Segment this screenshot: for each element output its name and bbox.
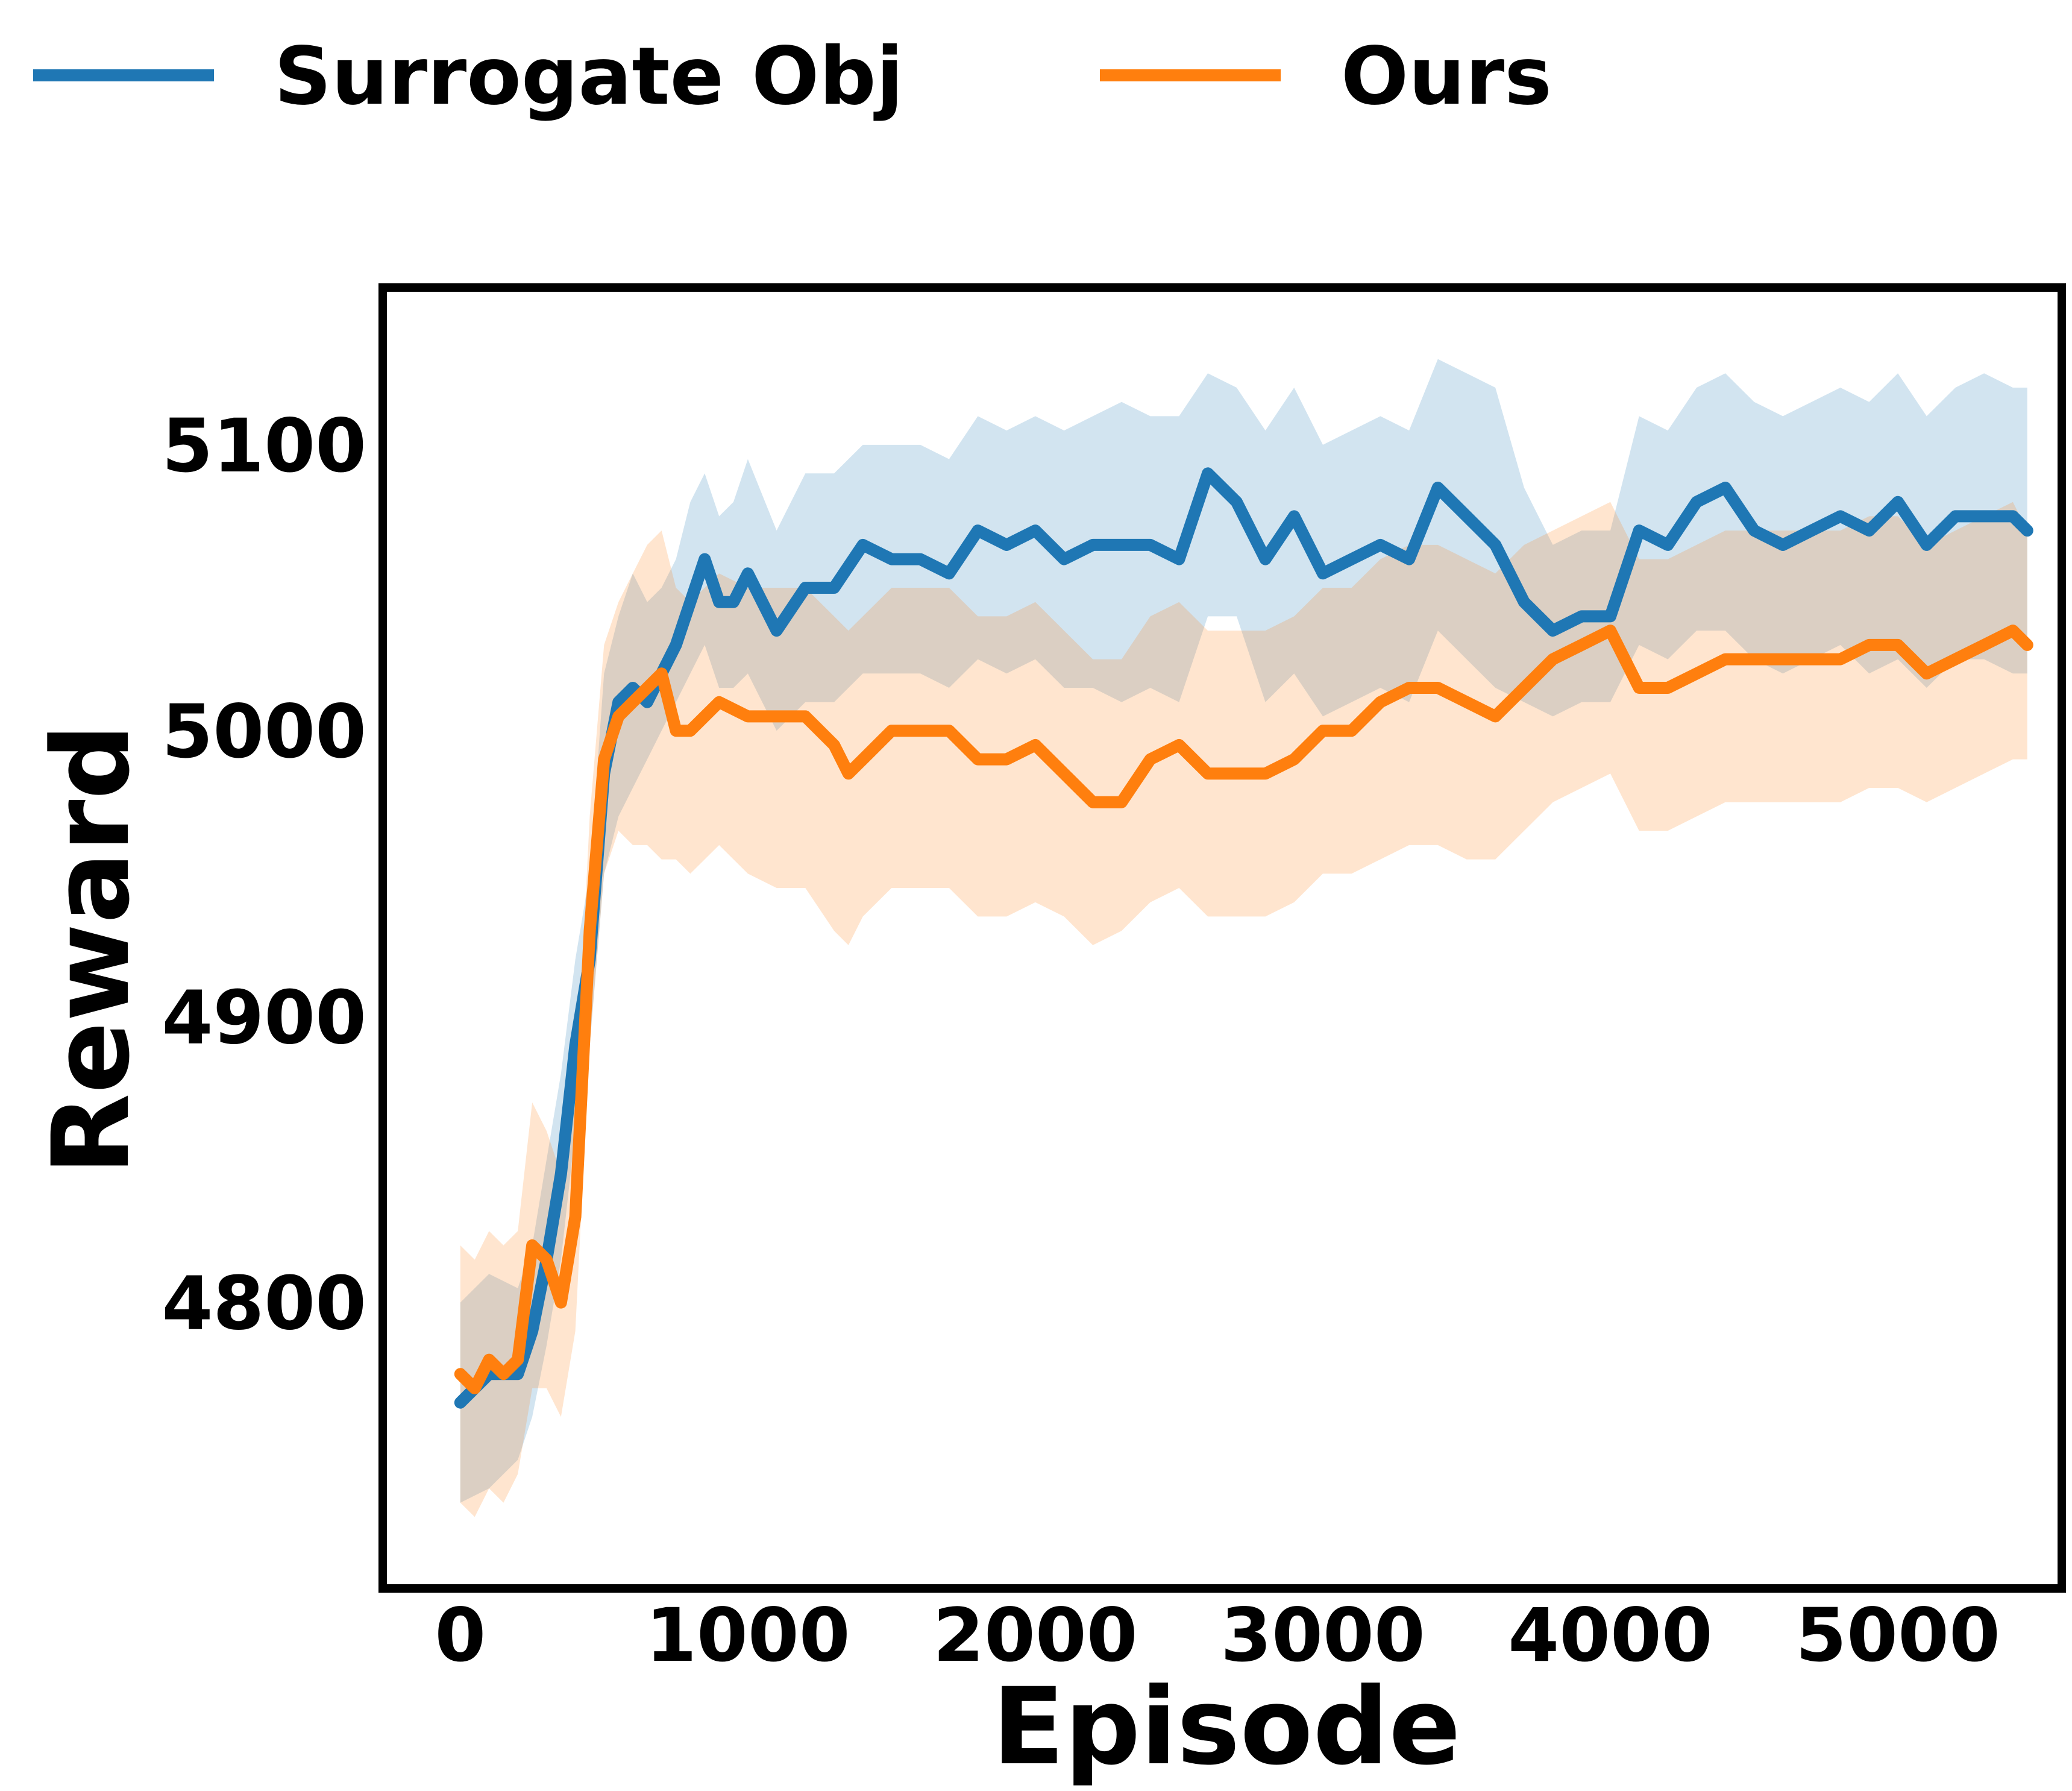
x-tick-label: 5000 xyxy=(1795,1593,2000,1678)
ours-line xyxy=(454,625,2033,1394)
surrogate-obj-band xyxy=(460,359,2027,1503)
x-tick-label: 1000 xyxy=(645,1593,850,1678)
legend-label-surrogate-obj: Surrogate Obj xyxy=(274,30,903,123)
series-lines xyxy=(454,467,2033,1409)
y-axis-ticks: 4800 4900 5000 5100 xyxy=(162,403,366,1347)
y-axis-title: Reward xyxy=(30,723,153,1175)
x-axis-title: Episode xyxy=(992,1665,1461,1789)
legend: Surrogate Obj Ours xyxy=(33,30,1552,123)
x-tick-label: 0 xyxy=(435,1593,486,1678)
y-tick-label: 4800 xyxy=(162,1261,366,1347)
x-tick-label: 2000 xyxy=(933,1593,1138,1678)
y-tick-label: 5100 xyxy=(162,403,366,489)
y-tick-label: 5000 xyxy=(162,689,366,775)
x-tick-label: 4000 xyxy=(1508,1593,1713,1678)
confidence-bands xyxy=(460,359,2027,1517)
x-tick-label: 3000 xyxy=(1220,1593,1425,1678)
x-axis-ticks: 0 1000 2000 3000 4000 5000 xyxy=(435,1593,2000,1678)
legend-label-ours: Ours xyxy=(1341,30,1552,123)
plot-frame xyxy=(378,283,2066,1593)
y-tick-label: 4900 xyxy=(162,975,366,1060)
ours-band xyxy=(460,502,2027,1517)
